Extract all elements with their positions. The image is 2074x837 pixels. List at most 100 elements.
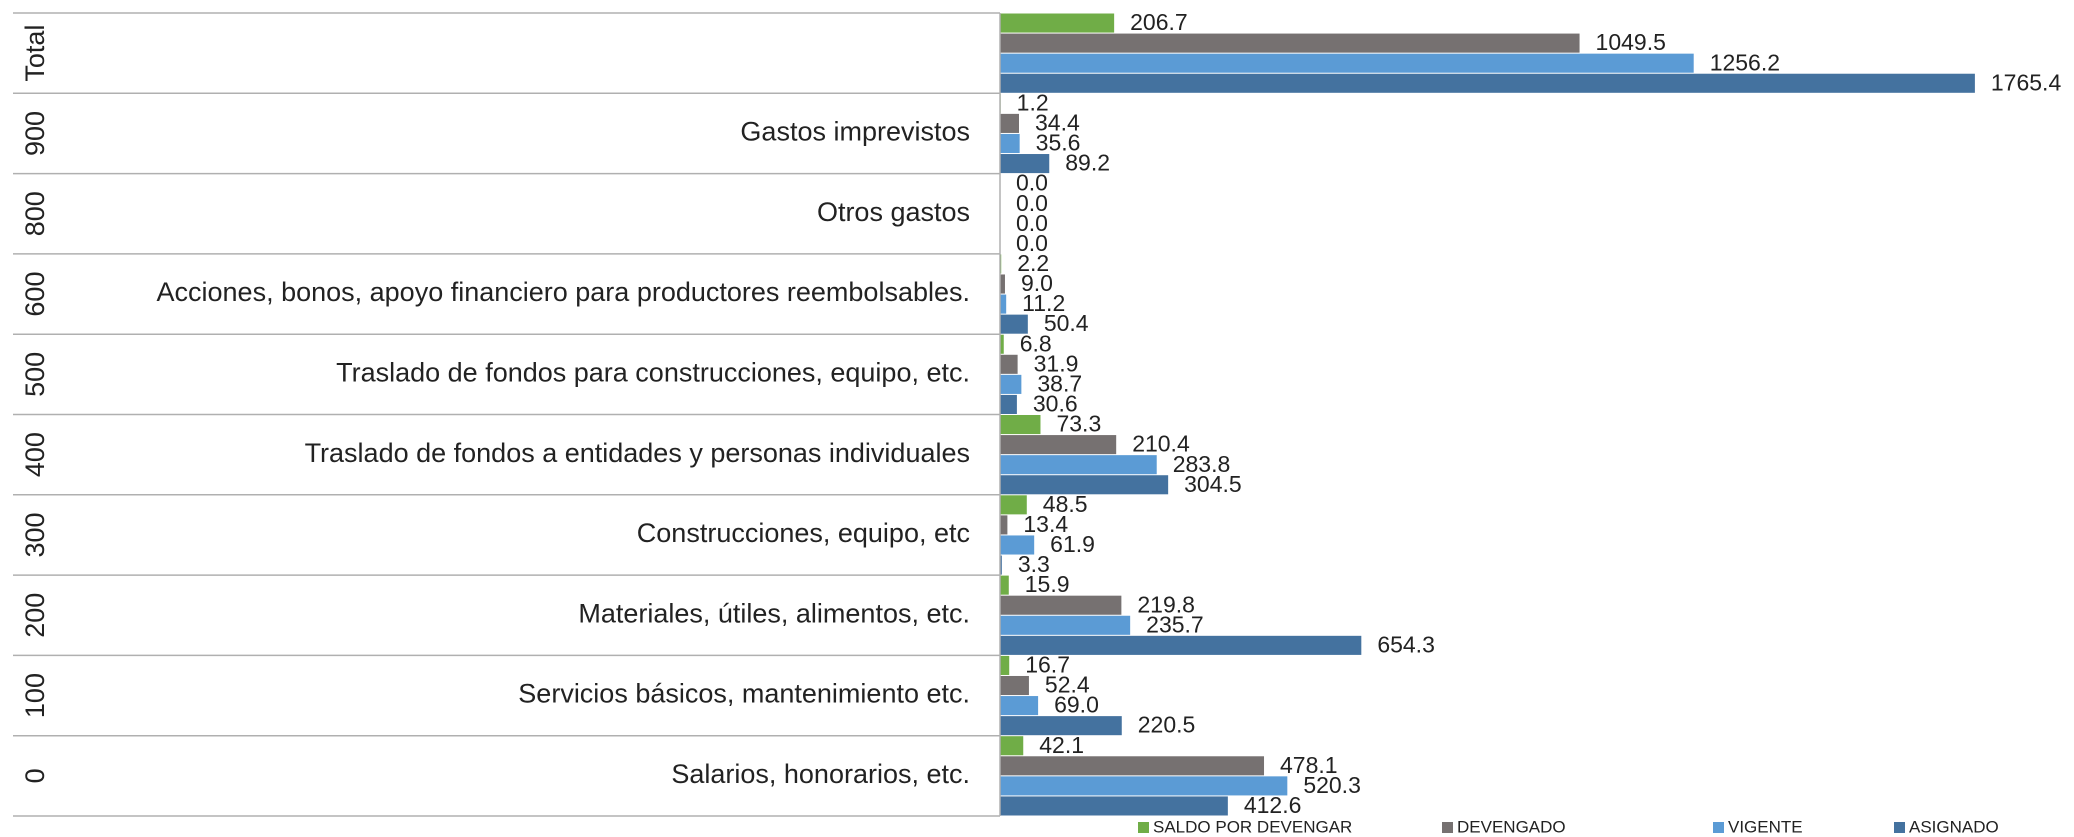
- legend-swatch: [1713, 822, 1724, 833]
- value-label: 15.9: [1025, 571, 1070, 597]
- legend-label: ASIGNADO: [1909, 817, 1999, 836]
- legend-swatch: [1442, 822, 1453, 833]
- value-label: 1256.2: [1710, 49, 1780, 75]
- bar: [1000, 394, 1017, 414]
- bar: [1000, 575, 1009, 595]
- value-label: 219.8: [1137, 591, 1195, 617]
- value-label: 1765.4: [1991, 69, 2062, 95]
- bar: [1000, 294, 1007, 314]
- category-label: Traslado de fondos a entidades y persona…: [305, 438, 970, 468]
- value-label: 13.4: [1023, 511, 1068, 537]
- value-label: 6.8: [1020, 330, 1052, 356]
- bar: [1000, 696, 1039, 716]
- group-code: 600: [20, 272, 50, 317]
- value-label: 0.0: [1016, 230, 1048, 256]
- bar: [1000, 535, 1035, 555]
- group-code: Total: [20, 25, 50, 82]
- value-label: 0.0: [1016, 170, 1048, 196]
- bar: [1000, 796, 1228, 816]
- value-label: 31.9: [1034, 350, 1079, 376]
- bar: [1000, 776, 1288, 796]
- value-label: 235.7: [1146, 611, 1204, 637]
- value-label: 61.9: [1050, 531, 1095, 557]
- group-code: 500: [20, 352, 50, 397]
- category-label: Acciones, bonos, apoyo financiero para p…: [157, 277, 970, 307]
- value-label: 1049.5: [1596, 29, 1666, 55]
- group-code: 200: [20, 593, 50, 638]
- bar: [1000, 655, 1010, 675]
- value-label: 73.3: [1056, 411, 1101, 437]
- bar: [1000, 736, 1024, 756]
- value-label: 11.2: [1022, 290, 1065, 316]
- bar: [1000, 595, 1122, 615]
- bar: [1000, 73, 1975, 93]
- bar: [1000, 314, 1028, 334]
- bar: [1000, 495, 1027, 515]
- category-label: Gastos imprevistos: [740, 117, 970, 147]
- value-label: 35.6: [1036, 130, 1081, 156]
- category-label: Salarios, honorarios, etc.: [671, 759, 970, 789]
- bar: [1000, 435, 1117, 455]
- value-label: 30.6: [1033, 391, 1078, 417]
- legend-swatch: [1894, 822, 1905, 833]
- value-label: 52.4: [1045, 672, 1090, 698]
- value-label: 69.0: [1054, 692, 1099, 718]
- bar: [1000, 113, 1019, 133]
- bar: [1000, 13, 1115, 33]
- bar: [1000, 33, 1580, 53]
- bar: [1000, 555, 1002, 575]
- legend-label: DEVENGADO: [1457, 817, 1566, 836]
- bar: [1000, 716, 1122, 736]
- bar: [1000, 415, 1041, 435]
- bar: [1000, 635, 1362, 655]
- group-code: 400: [20, 432, 50, 477]
- category-label: Materiales, útiles, alimentos, etc.: [578, 598, 970, 628]
- bar: [1000, 374, 1022, 394]
- category-label: Servicios básicos, mantenimiento etc.: [518, 679, 970, 709]
- bar: [1000, 675, 1029, 696]
- category-label: Otros gastos: [817, 197, 970, 227]
- group-code: 800: [20, 191, 50, 236]
- legend-swatch: [1138, 822, 1149, 833]
- value-label: 2.2: [1017, 250, 1049, 276]
- value-label: 34.4: [1035, 109, 1080, 135]
- value-label: 0.0: [1016, 190, 1048, 216]
- value-label: 654.3: [1377, 631, 1435, 657]
- category-label: Traslado de fondos para construcciones, …: [336, 357, 970, 387]
- value-label: 50.4: [1044, 310, 1089, 336]
- category-label: Construcciones, equipo, etc: [637, 518, 970, 548]
- bar: [1000, 515, 1008, 535]
- bar: [1000, 354, 1018, 374]
- bar: [1000, 53, 1694, 73]
- value-label: 38.7: [1037, 370, 1082, 396]
- value-label: 1.2: [1017, 89, 1049, 115]
- bar: [1000, 154, 1050, 174]
- value-label: 478.1: [1280, 752, 1338, 778]
- group-code: 300: [20, 512, 50, 557]
- value-label: 220.5: [1138, 712, 1196, 738]
- bar: [1000, 475, 1169, 495]
- bar: [1000, 615, 1131, 635]
- value-label: 283.8: [1173, 451, 1231, 477]
- value-label: 16.7: [1025, 652, 1070, 678]
- value-label: 48.5: [1043, 491, 1088, 517]
- value-label: 206.7: [1130, 9, 1188, 35]
- legend-label: VIGENTE: [1728, 817, 1803, 836]
- group-code: 100: [20, 673, 50, 718]
- bar: [1000, 334, 1004, 354]
- value-label: 0.0: [1016, 210, 1048, 236]
- group-code: 900: [20, 111, 50, 156]
- value-label: 3.3: [1018, 551, 1050, 577]
- value-label: 210.4: [1132, 431, 1190, 457]
- value-label: 9.0: [1021, 270, 1053, 296]
- group-code: 0: [20, 768, 50, 783]
- value-label: 412.6: [1244, 792, 1302, 818]
- value-label: 42.1: [1039, 732, 1084, 758]
- legend-label: SALDO POR DEVENGAR: [1153, 817, 1352, 836]
- bar: [1000, 274, 1005, 294]
- value-label: 89.2: [1065, 150, 1110, 176]
- value-label: 520.3: [1303, 772, 1361, 798]
- bar: [1000, 455, 1157, 475]
- bar: [1000, 133, 1020, 154]
